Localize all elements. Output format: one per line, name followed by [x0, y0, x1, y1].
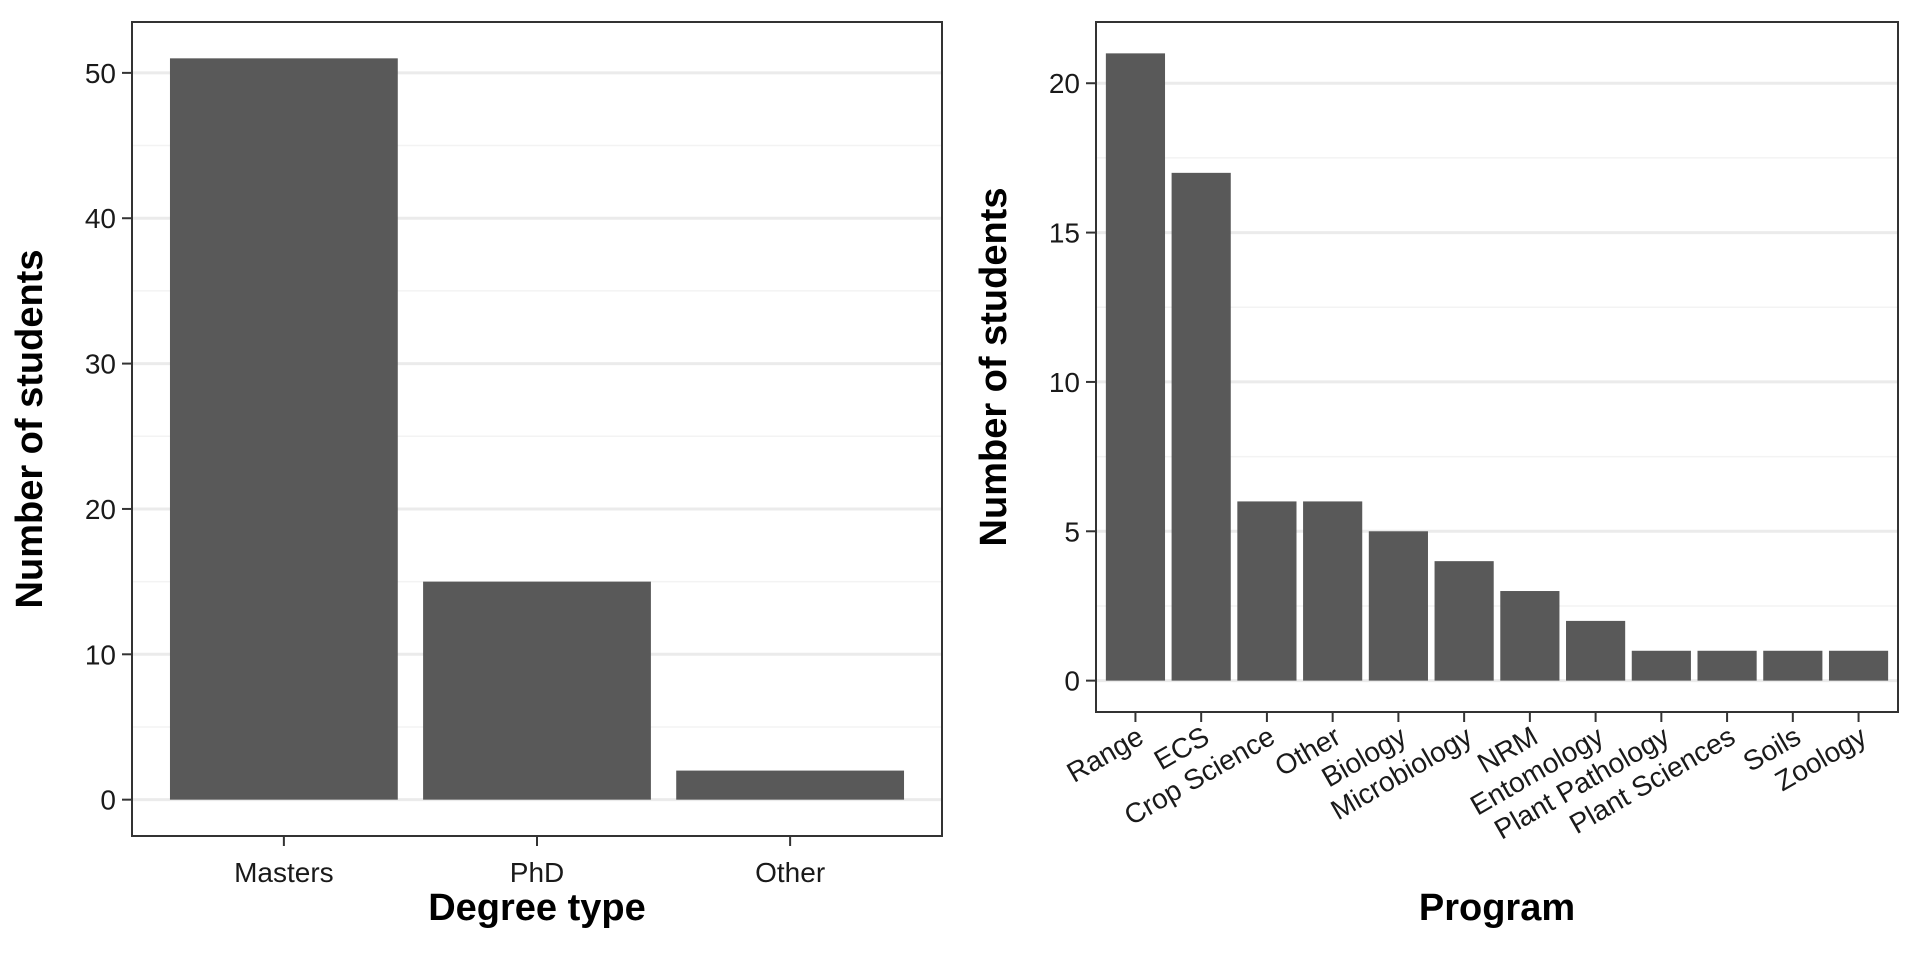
bar-range — [1105, 53, 1166, 681]
x-tick-label-phd: PhD — [510, 857, 564, 888]
bar-microbiology — [1434, 561, 1494, 681]
y-tick-label: 10 — [85, 639, 116, 670]
bar-nrm — [1500, 591, 1560, 681]
panel-border — [1095, 21, 1899, 713]
y-axis-title: Number of students — [9, 250, 51, 609]
y-tick-label: 0 — [1064, 666, 1080, 697]
y-tick-label: 0 — [100, 785, 116, 816]
y-axis-title: Number of students — [973, 188, 1015, 547]
bar-masters — [169, 58, 398, 800]
y-tick-label: 40 — [85, 203, 116, 234]
y-tick-label: 20 — [1049, 68, 1080, 99]
bar-zoology — [1828, 650, 1889, 681]
x-tick-label-range: Range — [1061, 720, 1148, 788]
bar-plant-sciences — [1697, 650, 1757, 681]
y-tick-label: 15 — [1049, 218, 1080, 249]
bar-entomology — [1566, 620, 1626, 681]
bar-phd — [423, 581, 651, 800]
bar-biology — [1368, 531, 1428, 681]
y-tick-label: 10 — [1049, 367, 1080, 398]
degree-type-chart: 0 10 20 30 40 50 Masters PhD Other Degree type Num… — [9, 21, 943, 929]
y-tick-label: 30 — [85, 349, 116, 380]
bar-crop-science — [1237, 501, 1297, 681]
x-tick-label-masters: Masters — [234, 857, 334, 888]
y-tick-label: 5 — [1064, 516, 1080, 547]
bar-other — [1303, 501, 1363, 681]
bar-other — [676, 770, 905, 800]
bar-ecs — [1171, 172, 1231, 681]
x-tick-label-other: Other — [755, 857, 825, 888]
x-axis-title: Degree type — [428, 887, 646, 929]
bar-soils — [1763, 650, 1823, 681]
x-axis-title: Program — [1419, 887, 1575, 929]
y-tick-label: 20 — [85, 494, 116, 525]
y-tick-label: 50 — [85, 58, 116, 89]
bar-plant-pathology — [1631, 650, 1691, 681]
